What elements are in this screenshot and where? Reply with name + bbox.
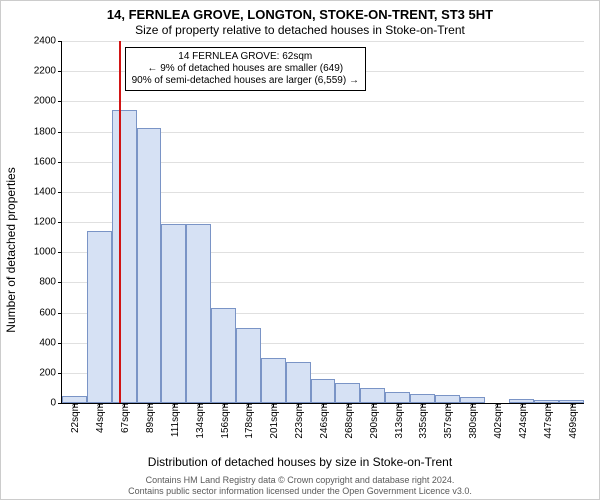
histogram-bar <box>137 128 162 403</box>
histogram-bar <box>186 224 211 403</box>
x-tick-label: 178sqm <box>244 403 255 439</box>
y-tick-label: 800 <box>39 277 56 288</box>
y-tick-label: 2400 <box>34 36 56 47</box>
gridline <box>62 101 584 102</box>
x-tick-label: 357sqm <box>443 403 454 439</box>
x-tick-label: 44sqm <box>95 403 106 433</box>
y-tick-label: 600 <box>39 307 56 318</box>
annotation-line-3: 90% of semi-detached houses are larger (… <box>132 75 359 87</box>
y-tick-mark <box>58 101 62 102</box>
histogram-bar <box>286 362 311 403</box>
histogram-bar <box>360 388 385 403</box>
histogram-bar <box>211 308 236 403</box>
page-title: 14, FERNLEA GROVE, LONGTON, STOKE-ON-TRE… <box>1 7 599 22</box>
histogram-bar <box>236 328 261 403</box>
y-tick-mark <box>58 343 62 344</box>
y-tick-label: 400 <box>39 337 56 348</box>
histogram-bar <box>311 379 336 403</box>
chart-frame: 14, FERNLEA GROVE, LONGTON, STOKE-ON-TRE… <box>0 0 600 500</box>
histogram-bar <box>112 110 137 403</box>
y-tick-mark <box>58 282 62 283</box>
x-tick-label: 111sqm <box>170 403 181 437</box>
histogram-bar <box>385 392 410 403</box>
marker-line <box>119 41 121 403</box>
x-tick-label: 380sqm <box>468 403 479 439</box>
y-tick-mark <box>58 403 62 404</box>
y-tick-mark <box>58 313 62 314</box>
y-axis-label: Number of detached properties <box>4 167 18 332</box>
x-tick-label: 402sqm <box>493 403 504 439</box>
y-tick-label: 2000 <box>34 96 56 107</box>
x-tick-label: 424sqm <box>518 403 529 439</box>
x-tick-label: 67sqm <box>120 403 131 433</box>
x-tick-label: 335sqm <box>418 403 429 439</box>
footer-line-1: Contains HM Land Registry data © Crown c… <box>1 475 599 485</box>
histogram-bar <box>87 231 112 403</box>
x-tick-label: 156sqm <box>220 403 231 439</box>
y-tick-mark <box>58 252 62 253</box>
y-tick-label: 1600 <box>34 156 56 167</box>
x-tick-label: 22sqm <box>70 403 81 433</box>
x-tick-label: 290sqm <box>369 403 380 439</box>
y-tick-label: 1800 <box>34 126 56 137</box>
y-tick-mark <box>58 162 62 163</box>
x-tick-label: 246sqm <box>319 403 330 439</box>
annotation-line-2: ← 9% of detached houses are smaller (649… <box>132 63 359 75</box>
y-tick-mark <box>58 41 62 42</box>
y-tick-label: 2200 <box>34 66 56 77</box>
y-tick-mark <box>58 373 62 374</box>
y-tick-label: 1000 <box>34 247 56 258</box>
x-axis-label: Distribution of detached houses by size … <box>1 455 599 469</box>
annotation-line-1: 14 FERNLEA GROVE: 62sqm <box>132 51 359 63</box>
y-tick-label: 200 <box>39 367 56 378</box>
y-tick-mark <box>58 132 62 133</box>
y-tick-mark <box>58 71 62 72</box>
x-tick-label: 134sqm <box>195 403 206 439</box>
y-tick-label: 0 <box>50 398 56 409</box>
histogram-bar <box>62 396 87 403</box>
y-tick-label: 1400 <box>34 186 56 197</box>
histogram-bar <box>161 224 186 403</box>
y-tick-mark <box>58 222 62 223</box>
x-tick-label: 89sqm <box>145 403 156 433</box>
x-tick-label: 223sqm <box>294 403 305 439</box>
x-tick-label: 201sqm <box>269 403 280 439</box>
x-tick-label: 447sqm <box>543 403 554 439</box>
gridline <box>62 41 584 42</box>
y-tick-label: 1200 <box>34 217 56 228</box>
x-tick-label: 313sqm <box>394 403 405 439</box>
x-tick-label: 469sqm <box>568 403 579 439</box>
histogram-bar <box>410 394 435 403</box>
annotation-box: 14 FERNLEA GROVE: 62sqm← 9% of detached … <box>125 47 366 91</box>
histogram-bar <box>261 358 286 403</box>
plot-area: 0200400600800100012001400160018002000220… <box>61 41 584 404</box>
footer-line-2: Contains public sector information licen… <box>1 486 599 496</box>
x-tick-label: 268sqm <box>344 403 355 439</box>
footer-attribution: Contains HM Land Registry data © Crown c… <box>1 475 599 496</box>
histogram-bar <box>435 395 460 403</box>
histogram-bar <box>335 383 360 403</box>
page-subtitle: Size of property relative to detached ho… <box>1 23 599 37</box>
y-tick-mark <box>58 192 62 193</box>
